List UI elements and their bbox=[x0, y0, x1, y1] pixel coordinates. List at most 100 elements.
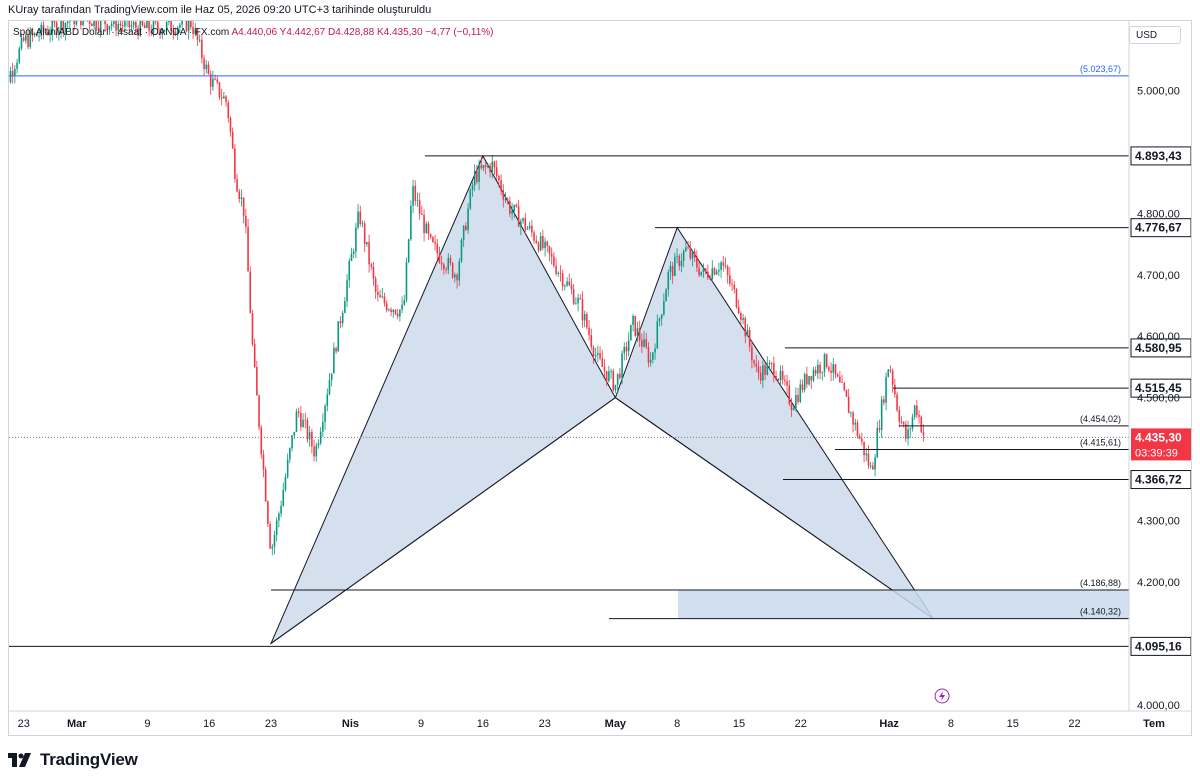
candle-body bbox=[458, 261, 461, 281]
candle-body bbox=[80, 21, 82, 26]
candle-body bbox=[638, 328, 641, 341]
level-label-7: 4.366,72 bbox=[1135, 473, 1182, 487]
candle-body bbox=[570, 285, 573, 290]
candle-body bbox=[647, 347, 650, 363]
candle-body bbox=[797, 394, 799, 402]
candle-body bbox=[291, 435, 293, 449]
candle-body bbox=[284, 476, 287, 490]
price-chart[interactable]: (5.023,67) 4.893,43 4.776,67 4.580,95 4.515,… bbox=[9, 21, 1192, 736]
candle-body bbox=[176, 27, 179, 34]
candle-body bbox=[260, 427, 263, 455]
candle-body bbox=[823, 354, 826, 372]
candle-body bbox=[689, 248, 692, 259]
candle-body bbox=[478, 165, 480, 182]
lightning-icon bbox=[939, 691, 946, 701]
candle-body bbox=[487, 165, 489, 167]
candle-body bbox=[227, 102, 230, 119]
candle-body bbox=[407, 239, 410, 263]
candle-body bbox=[918, 415, 920, 417]
symbol-name[interactable]: Spot Altın/ABD Doları bbox=[13, 27, 109, 38]
level-label-9: (4.140,32) bbox=[1080, 607, 1121, 617]
candle-body bbox=[588, 327, 590, 336]
candle-body bbox=[900, 421, 903, 423]
candle-body bbox=[209, 73, 212, 87]
candle-body bbox=[869, 465, 872, 467]
candle-body bbox=[891, 370, 894, 385]
candle-body bbox=[185, 21, 188, 32]
candle-body bbox=[392, 309, 395, 313]
candle-body bbox=[421, 213, 423, 215]
candle-body bbox=[359, 211, 362, 225]
candle-body bbox=[271, 546, 274, 549]
candle-body bbox=[905, 424, 907, 439]
candle-body bbox=[801, 384, 804, 390]
x-tick-label: Nis bbox=[342, 718, 359, 730]
candle-body bbox=[495, 167, 498, 177]
interval-label[interactable]: 4saat bbox=[117, 27, 142, 38]
candle-body bbox=[264, 469, 267, 502]
candle-body bbox=[665, 289, 667, 302]
candle-body bbox=[295, 411, 298, 432]
candle-body bbox=[484, 165, 487, 167]
candle-body bbox=[315, 445, 318, 457]
candle-body bbox=[858, 436, 861, 439]
candle-body bbox=[790, 403, 793, 410]
candle-body bbox=[313, 446, 315, 457]
level-label-10: 4.095,16 bbox=[1135, 639, 1182, 653]
candle-body bbox=[808, 376, 810, 385]
footer-brand: TradingView bbox=[8, 748, 138, 772]
candle-body bbox=[163, 29, 166, 32]
x-tick-label: Haz bbox=[879, 718, 899, 730]
candle-body bbox=[922, 432, 925, 436]
level-label-0: (5.023,67) bbox=[1080, 64, 1121, 74]
candle-body bbox=[198, 39, 201, 41]
candle-body bbox=[733, 284, 736, 290]
candle-body bbox=[500, 180, 502, 191]
candle-body bbox=[106, 24, 109, 30]
last-price-box bbox=[1131, 428, 1191, 461]
candle-body bbox=[865, 453, 868, 456]
candle-body bbox=[566, 281, 568, 286]
candle-body bbox=[113, 21, 115, 24]
candle-body bbox=[216, 79, 219, 83]
candle-body bbox=[135, 21, 137, 29]
candle-body bbox=[880, 399, 883, 430]
candle-body bbox=[476, 171, 478, 182]
candle-body bbox=[66, 21, 69, 24]
candle-body bbox=[456, 274, 458, 281]
candle-body bbox=[861, 438, 863, 442]
candle-body bbox=[911, 416, 914, 429]
chart-area[interactable]: (5.023,67) 4.893,43 4.776,67 4.580,95 4.515,… bbox=[8, 20, 1192, 736]
candle-body bbox=[616, 373, 619, 385]
candle-body bbox=[731, 283, 733, 285]
candle-body bbox=[517, 206, 520, 227]
candle-body bbox=[803, 374, 806, 390]
candle-body bbox=[245, 215, 247, 227]
candle-body bbox=[269, 524, 271, 549]
candle-body bbox=[214, 78, 216, 80]
candle-body bbox=[572, 289, 575, 304]
candle-body bbox=[190, 21, 192, 28]
candle-body bbox=[388, 309, 390, 311]
candle-body bbox=[535, 240, 538, 243]
candle-body bbox=[97, 27, 100, 30]
candle-body bbox=[394, 309, 397, 314]
candle-body bbox=[539, 236, 542, 251]
candle-body bbox=[612, 370, 615, 391]
candle-body bbox=[528, 225, 531, 229]
candle-body bbox=[293, 431, 296, 436]
candle-body bbox=[247, 226, 249, 272]
candle-body bbox=[205, 64, 208, 70]
candle-body bbox=[434, 241, 436, 244]
currency-selector[interactable]: USD bbox=[1129, 26, 1181, 44]
candle-body bbox=[720, 262, 722, 270]
candle-body bbox=[894, 384, 896, 395]
candle-body bbox=[729, 275, 731, 284]
candle-body bbox=[280, 505, 282, 514]
x-tick-label: 16 bbox=[203, 718, 215, 730]
candle-body bbox=[632, 315, 634, 325]
candle-body bbox=[418, 200, 421, 214]
candle-body bbox=[58, 30, 60, 35]
candle-body bbox=[27, 35, 29, 48]
candle-body bbox=[850, 412, 852, 414]
